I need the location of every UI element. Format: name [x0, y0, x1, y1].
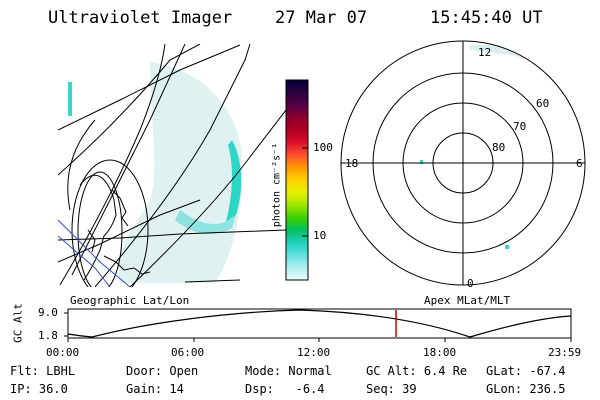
geo-panel-caption: Geographic Lat/Lon: [70, 294, 190, 307]
info-ip: IP: 36.0: [10, 382, 68, 396]
info-door: Door: Open: [126, 364, 199, 378]
timeline-ytick-max: 9.0: [38, 306, 58, 319]
geo-footprint: [184, 279, 241, 283]
mlat-label-60: 60: [536, 97, 550, 110]
info-mode: Mode: Normal: [245, 364, 332, 378]
aurora-band: [175, 210, 236, 234]
mlt-label-6: 6: [576, 157, 583, 170]
info-glon: GLon: 236.5: [486, 382, 566, 396]
altitude-curve: [67, 309, 572, 338]
info-gc-alt: GC Alt: 6.4 Re: [366, 364, 468, 378]
polar-panel-caption: Apex MLat/MLT: [424, 294, 511, 307]
colorbar-tick-100: 100: [313, 141, 333, 154]
mlt-label-12: 12: [478, 46, 492, 59]
colorbar-tick-10: 10: [313, 229, 327, 242]
instrument-title: Ultraviolet Imager: [48, 8, 233, 28]
timeline-ytick-min: 1.8: [38, 329, 58, 342]
timeline-xtick-3: 18:00: [423, 346, 457, 359]
timeline-axis-label: GC Alt: [11, 303, 25, 343]
info-glat: GLat: -67.4: [486, 364, 566, 378]
date-label: 27 Mar 07: [275, 8, 368, 28]
timeline-xtick-0: 00:00: [46, 346, 80, 359]
mlt-label-18: 18: [345, 157, 359, 170]
aurora-oval-bright: [226, 140, 242, 222]
info-gain: Gain: 14: [126, 382, 184, 396]
info-seq: Seq: 39: [366, 382, 417, 396]
info-filter: Flt: LBHL: [10, 364, 76, 378]
aurora-emission: [117, 62, 243, 283]
timeline-xtick-2: 12:00: [297, 346, 331, 359]
geographic-map: [58, 44, 286, 287]
info-dsp: Dsp: -6.4: [245, 382, 325, 396]
timeline-xtick-4: 23:59: [548, 346, 582, 359]
colorbar: [285, 79, 309, 281]
mlat-label-80: 80: [492, 141, 506, 154]
lat-lon-grid: [58, 44, 286, 287]
time-label: 15:45:40 UT: [430, 8, 543, 28]
timeline-xtick-1: 06:00: [171, 346, 205, 359]
mlat-label-70: 70: [513, 120, 527, 133]
colorbar-unit-label: photon cm⁻²s⁻¹: [271, 142, 283, 228]
terminator-line: [58, 219, 131, 287]
altitude-timeline: [64, 308, 572, 342]
mlt-label-0: 0: [467, 277, 474, 290]
polar-plot: [340, 40, 586, 286]
aurora-spot: [68, 82, 72, 116]
